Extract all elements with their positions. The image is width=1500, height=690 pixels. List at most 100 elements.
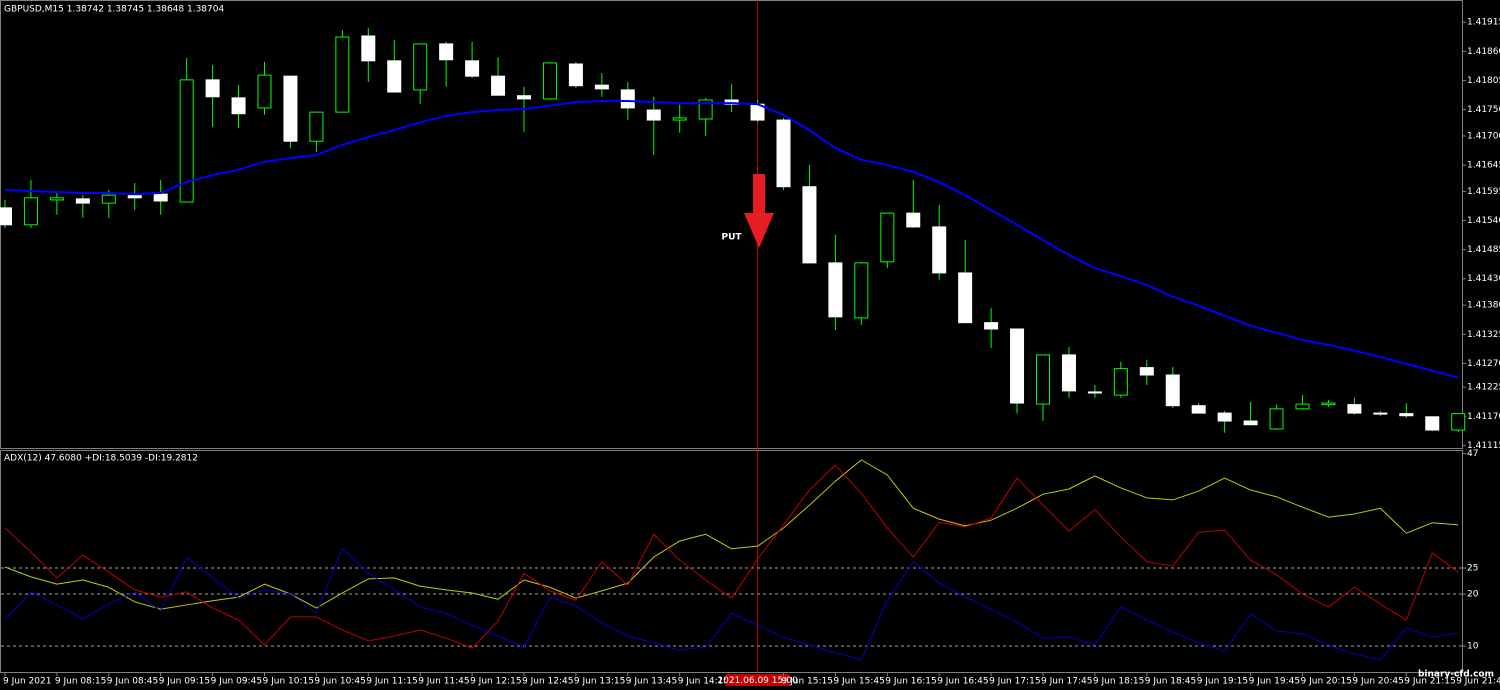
candle-body — [101, 194, 116, 204]
candle-body — [413, 43, 428, 91]
candle-body — [802, 186, 817, 264]
x-tick-label: 9 Jun 11:45 — [418, 677, 469, 687]
candle-body — [1036, 354, 1050, 405]
x-tick-label: 9 Jun 17:15 — [989, 677, 1040, 687]
candle-body — [361, 35, 376, 62]
candle-body — [1087, 391, 1102, 394]
x-tick-label: 9 Jun 18:45 — [1145, 677, 1196, 687]
x-tick-label: 9 Jun 20:15 — [1301, 677, 1352, 687]
x-tick-label: 9 Jun 09:45 — [211, 677, 262, 687]
moving-average — [4, 100, 1459, 379]
candle-body — [854, 262, 869, 319]
indicator-title: ADX(12) 47.6080 +DI:18.5039 -DI:19.2812 — [4, 454, 198, 464]
crosshair-label: 2021.06.09 15:00 — [717, 676, 798, 686]
y-tick-label: 1.41115 — [1467, 441, 1500, 451]
y-tick-label: 25 — [1467, 564, 1478, 574]
x-tick-label: 9 Jun 17:45 — [1041, 677, 1092, 687]
x-tick-label: 9 Jun 2021 — [3, 677, 51, 687]
candle-body — [1399, 413, 1414, 417]
candle-body — [335, 36, 350, 113]
x-tick-label: 9 Jun 12:45 — [522, 677, 573, 687]
candle-body — [179, 79, 194, 203]
candle-body — [568, 63, 583, 87]
candle-body — [880, 212, 895, 263]
x-tick-label: 9 Jun 11:15 — [366, 677, 417, 687]
candle-body — [387, 60, 402, 93]
candle-body — [309, 111, 324, 142]
y-tick-label: 1.41915 — [1467, 18, 1500, 28]
y-tick-label: 1.41700 — [1467, 131, 1500, 141]
y-tick-label: 1.41645 — [1467, 161, 1500, 171]
candle-body — [1061, 354, 1076, 392]
candle-body — [1217, 412, 1232, 422]
x-tick-label: 9 Jun 08:45 — [107, 677, 158, 687]
candle-body — [620, 89, 635, 109]
y-tick-label: 1.41430 — [1467, 274, 1500, 284]
y-tick-label: 20 — [1467, 590, 1479, 600]
candle-body — [1373, 412, 1388, 415]
candle-body — [698, 99, 713, 120]
x-tick-label: 9 Jun 20:45 — [1352, 677, 1403, 687]
watermark: binary-cfd.com — [1418, 670, 1494, 680]
x-tick-label: 9 Jun 13:15 — [574, 677, 625, 687]
arrow-head — [744, 213, 774, 248]
candle-body — [1139, 367, 1154, 376]
chart-title: GBPUSD,M15 1.38742 1.38745 1.38648 1.387… — [4, 5, 224, 15]
x-tick-label: 9 Jun 13:45 — [626, 677, 677, 687]
x-tick-label: 9 Jun 14:15 — [678, 677, 729, 687]
candle-body — [1451, 413, 1466, 431]
candle-body — [672, 117, 687, 121]
x-tick-label: 9 Jun 19:15 — [1197, 677, 1248, 687]
candle-body — [776, 119, 791, 188]
x-tick-label: 9 Jun 19:45 — [1249, 677, 1300, 687]
put-arrow — [744, 174, 774, 248]
candle-body — [257, 74, 272, 109]
y-tick-label: 1.41170 — [1467, 412, 1500, 422]
x-tick-label: 9 Jun 16:45 — [937, 677, 988, 687]
candle-body — [1165, 374, 1180, 407]
candle-body — [1010, 328, 1025, 404]
crosshair-label-bg — [725, 674, 790, 686]
candle-body — [1243, 420, 1258, 426]
candle-body — [1347, 404, 1362, 414]
y-tick-label: 1.41380 — [1467, 301, 1500, 311]
indicator-frame — [0, 450, 1463, 673]
x-tick-label: 9 Jun 10:15 — [263, 677, 314, 687]
candle-body — [906, 212, 921, 228]
candle-body — [205, 79, 220, 98]
candle-body — [465, 60, 480, 77]
y-tick-label: 10 — [1467, 642, 1479, 652]
indicator-line — [4, 459, 1459, 610]
candle-body — [1269, 408, 1284, 430]
indicator-line — [4, 547, 1459, 661]
candle-body — [1191, 405, 1206, 414]
y-tick-label: 1.41485 — [1467, 245, 1500, 255]
indicator-line — [4, 464, 1459, 649]
candle-body — [1425, 416, 1440, 431]
candle-body — [0, 207, 12, 226]
x-tick-label: 9 Jun 15:15 — [782, 677, 833, 687]
candle-body — [724, 99, 739, 105]
y-tick-label: 1.41805 — [1467, 76, 1500, 86]
candle-body — [231, 97, 246, 115]
y-tick-label: 1.41595 — [1467, 187, 1500, 197]
x-tick-label: 9 Jun 21:15 — [1404, 677, 1455, 687]
candle-body — [23, 197, 38, 226]
y-tick-label: 1.41225 — [1467, 383, 1500, 393]
x-tick-label: 9 Jun 12:15 — [470, 677, 521, 687]
candle-body — [1295, 403, 1310, 410]
candle-body — [75, 198, 90, 204]
candle-body — [594, 84, 609, 90]
x-tick-label: 9 Jun 10:45 — [314, 677, 365, 687]
candle-body — [1113, 368, 1128, 396]
y-tick-label: 1.41270 — [1467, 359, 1500, 369]
x-tick-label: 9 Jun 08:15 — [55, 677, 106, 687]
x-tick-label: 9 Jun 09:15 — [159, 677, 210, 687]
candle-body — [153, 193, 168, 202]
candle-body — [542, 62, 557, 100]
